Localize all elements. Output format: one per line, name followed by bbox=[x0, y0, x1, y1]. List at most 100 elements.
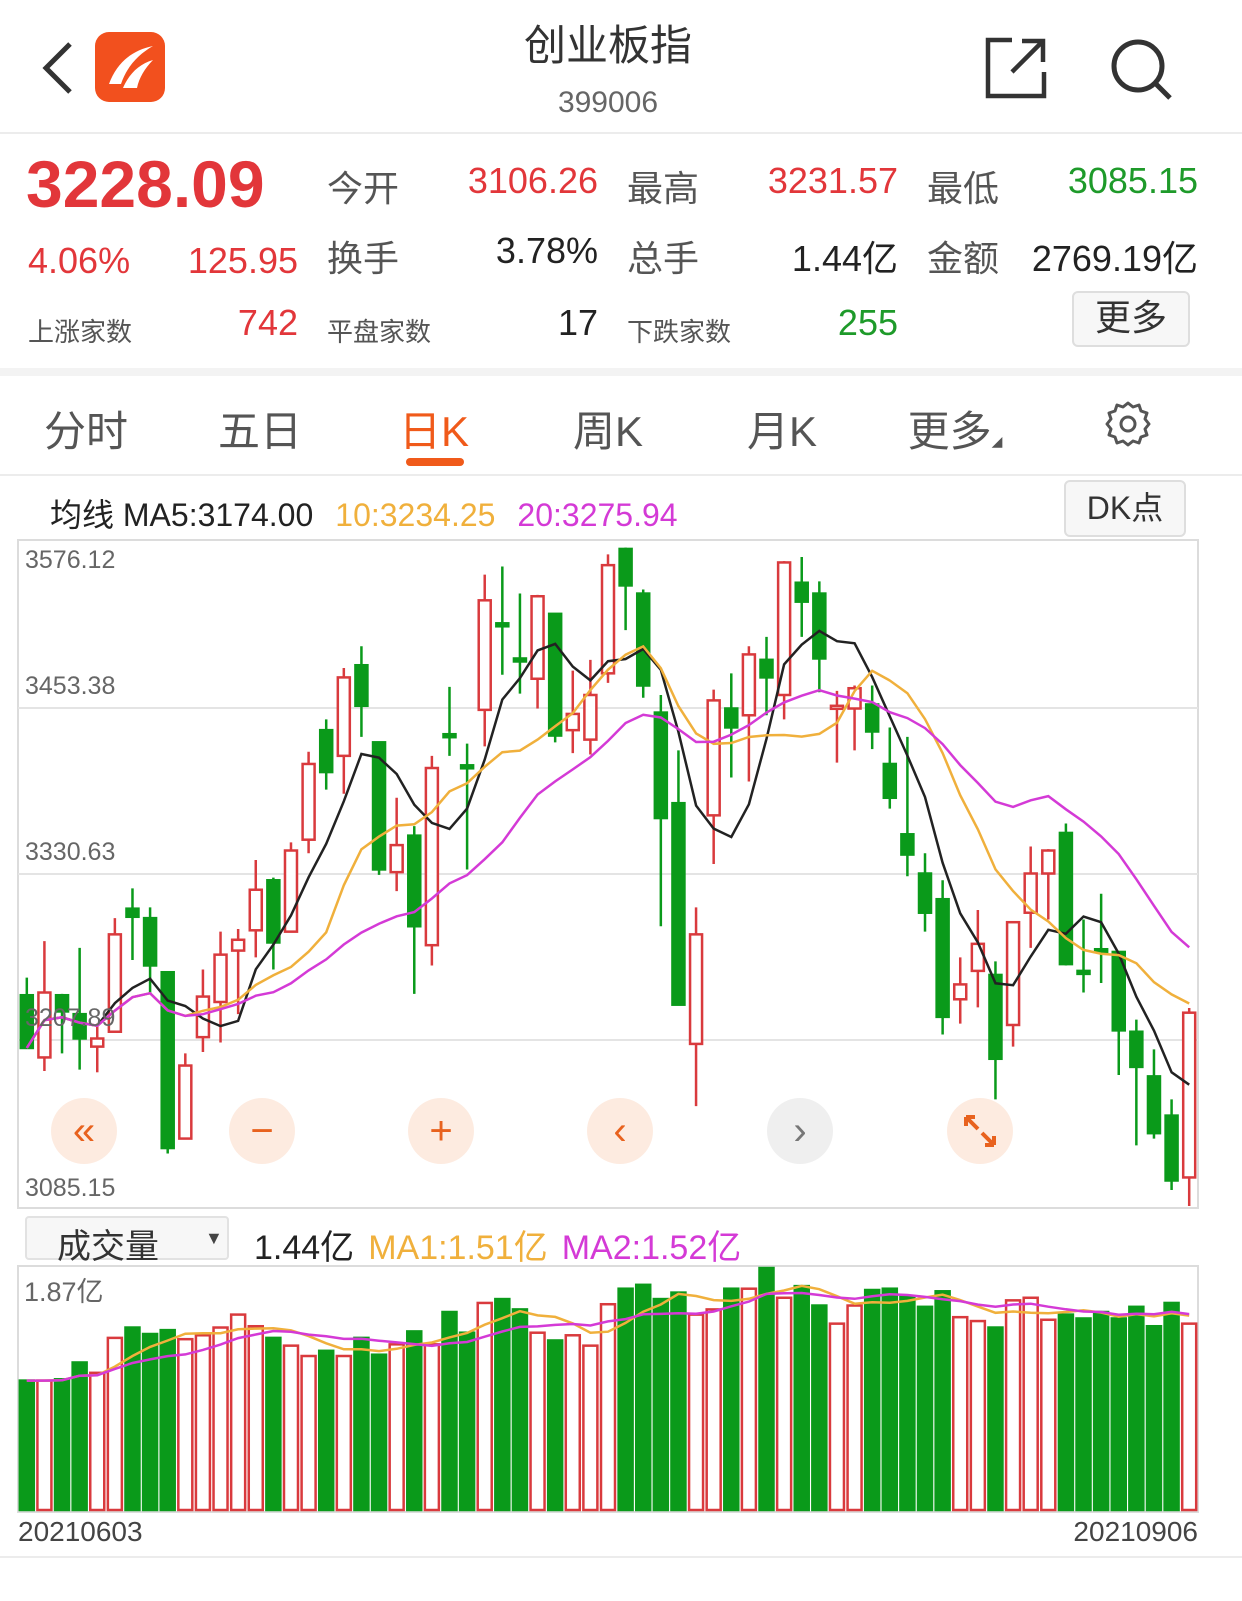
unchanged-label: 平盘家数 bbox=[327, 317, 432, 347]
ma5-legend: 均线 MA5:3174.00 bbox=[50, 497, 314, 533]
ma10-line bbox=[25, 644, 1190, 1049]
candle-up bbox=[301, 762, 316, 841]
candle-up bbox=[230, 938, 246, 952]
candle-down bbox=[900, 833, 915, 856]
bottom-divider bbox=[0, 1556, 1242, 1558]
chevron-left-icon bbox=[42, 42, 72, 94]
ma10-legend: 10:3234.25 bbox=[335, 497, 496, 533]
zoom-out-button[interactable]: − bbox=[229, 1098, 295, 1164]
volume-bar bbox=[723, 1287, 740, 1512]
candle-up bbox=[970, 942, 986, 973]
volume-bar bbox=[740, 1287, 758, 1512]
candle-up bbox=[706, 699, 721, 817]
tab-five-day[interactable]: 五日 bbox=[217, 408, 302, 455]
price-tick-label: 3330.63 bbox=[25, 838, 116, 866]
volume-bar bbox=[18, 1379, 36, 1512]
volume-bar bbox=[758, 1266, 775, 1512]
share-button[interactable] bbox=[984, 36, 1048, 100]
volume-ma2: MA2:1.52亿 bbox=[561, 1229, 742, 1267]
candle-down bbox=[759, 658, 774, 679]
volume-bar bbox=[300, 1354, 317, 1512]
header-divider bbox=[0, 132, 1242, 134]
candle-up bbox=[178, 1064, 193, 1140]
tab-daily-k[interactable]: 日K bbox=[398, 408, 469, 455]
plus-icon: + bbox=[429, 1108, 453, 1153]
volume-bar bbox=[687, 1313, 705, 1512]
scroll-right-button[interactable]: › bbox=[767, 1098, 833, 1164]
active-tab-indicator bbox=[406, 458, 464, 466]
volume-bar bbox=[828, 1322, 846, 1512]
candle-down bbox=[495, 622, 510, 628]
candle-down bbox=[618, 547, 633, 587]
zoom-in-button[interactable]: + bbox=[408, 1098, 474, 1164]
candle-down bbox=[354, 663, 369, 708]
volume-bar bbox=[1092, 1310, 1110, 1512]
volume-bar bbox=[458, 1331, 476, 1512]
volume-bar bbox=[634, 1283, 652, 1512]
back-button[interactable] bbox=[38, 40, 82, 96]
volume-bar bbox=[53, 1378, 71, 1512]
candle-down bbox=[442, 732, 457, 739]
tab-more[interactable]: 更多◢ bbox=[890, 398, 1020, 459]
volume-bar bbox=[1040, 1318, 1057, 1512]
ma5-line bbox=[25, 629, 1190, 1086]
candle-up bbox=[1023, 872, 1038, 914]
candle-down bbox=[935, 897, 950, 1019]
search-button[interactable] bbox=[1108, 36, 1174, 102]
indicator-selector[interactable]: 成交量 ▼ bbox=[25, 1216, 229, 1266]
turnover-label: 换手 bbox=[327, 238, 400, 279]
candle-up bbox=[1041, 849, 1056, 875]
volume-bar bbox=[846, 1304, 863, 1512]
candle-up bbox=[1181, 1011, 1197, 1179]
volume-bar bbox=[546, 1339, 564, 1512]
candle-up bbox=[583, 693, 598, 741]
chevron-left-icon: ‹ bbox=[613, 1108, 627, 1153]
candle-up bbox=[424, 766, 440, 947]
volume-current: 1.44亿 bbox=[254, 1229, 355, 1267]
candle-up bbox=[1005, 920, 1021, 1027]
candle-down bbox=[724, 707, 739, 729]
app-logo[interactable] bbox=[95, 32, 165, 102]
tab-weekly-k[interactable]: 周K bbox=[572, 408, 643, 455]
low-label: 最低 bbox=[927, 168, 1000, 209]
ma-legend: 均线 MA5:3174.00 10:3234.25 20:3275.94 bbox=[50, 490, 678, 536]
candle-down bbox=[125, 907, 140, 919]
scroll-left-button[interactable]: ‹ bbox=[587, 1098, 653, 1164]
tab-monthly-k[interactable]: 月K bbox=[746, 408, 817, 455]
candle-up bbox=[829, 704, 845, 711]
candle-up bbox=[600, 563, 616, 675]
volume-bar bbox=[177, 1337, 194, 1512]
candle-down bbox=[1146, 1075, 1162, 1135]
ma20-legend: 20:3275.94 bbox=[517, 497, 678, 533]
volume-legend: 1.44亿 MA1:1.51亿 MA2:1.52亿 bbox=[254, 1220, 741, 1269]
scroll-to-start-button[interactable]: « bbox=[51, 1098, 117, 1164]
volume-value: 1.44亿 bbox=[791, 238, 898, 279]
candle-up bbox=[248, 888, 264, 932]
chart-settings-button[interactable] bbox=[1104, 400, 1152, 448]
candle-up bbox=[195, 995, 211, 1039]
candle-down bbox=[318, 728, 334, 774]
fullscreen-button[interactable] bbox=[947, 1098, 1013, 1164]
volume-bar bbox=[775, 1296, 793, 1512]
volume-chart-frame bbox=[17, 1265, 1199, 1513]
volume-bar bbox=[617, 1287, 634, 1512]
volume-bar bbox=[1163, 1301, 1180, 1512]
candle-down bbox=[812, 592, 827, 660]
volume-bar bbox=[317, 1349, 335, 1512]
chevron-right-icon: › bbox=[793, 1108, 807, 1153]
dk-point-button[interactable]: DK点 bbox=[1064, 480, 1186, 537]
volume-bar bbox=[353, 1336, 370, 1512]
volume-bar bbox=[529, 1331, 546, 1512]
volume-bar bbox=[406, 1330, 423, 1512]
stock-code: 399006 bbox=[557, 86, 659, 119]
low-value: 3085.15 bbox=[1067, 160, 1198, 201]
dropdown-triangle-icon: ◢ bbox=[991, 433, 1003, 449]
candle-up bbox=[741, 653, 757, 717]
volume-bar bbox=[652, 1297, 670, 1512]
more-quote-button[interactable]: 更多 bbox=[1072, 291, 1190, 347]
high-value: 3231.57 bbox=[767, 160, 898, 201]
search-icon bbox=[1111, 39, 1172, 100]
candle-down bbox=[160, 970, 175, 1150]
tab-intraday[interactable]: 分时 bbox=[43, 408, 128, 455]
